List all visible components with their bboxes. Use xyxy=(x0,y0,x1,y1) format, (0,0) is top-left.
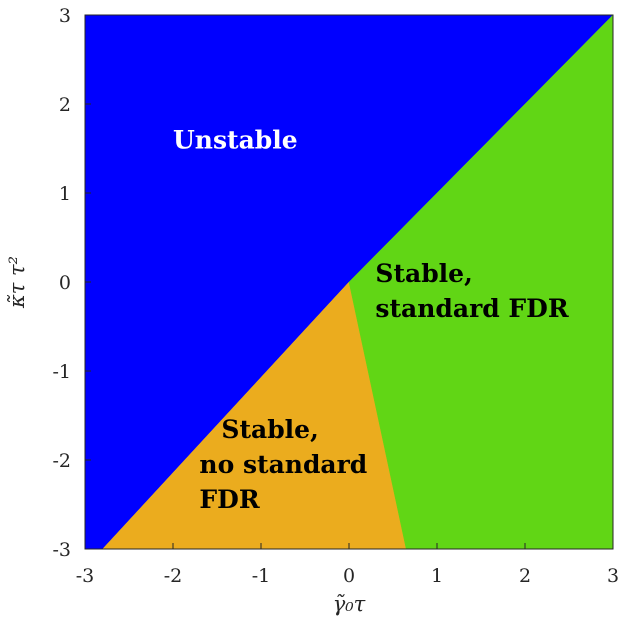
x-tick-label: -2 xyxy=(164,565,183,587)
region-label-stable-standard-fdr: Stable, standard FDR xyxy=(375,259,568,323)
y-tick-label: 3 xyxy=(59,5,71,27)
region-label-line: Stable, xyxy=(375,259,472,288)
x-axis-label: γ̃₀τ xyxy=(333,592,366,616)
x-tick-label: -3 xyxy=(76,565,95,587)
x-tick-label: 0 xyxy=(343,565,355,587)
x-tick-label: 2 xyxy=(519,565,531,587)
region-label-line: Unstable xyxy=(173,126,298,155)
region-label-unstable: Unstable xyxy=(173,126,298,155)
x-axis-ticks: -3 -2 -1 0 1 2 3 xyxy=(76,543,619,587)
x-tick-label: 3 xyxy=(607,565,619,587)
region-label-line: no standard xyxy=(199,450,367,479)
y-axis-ticks: -3 -2 -1 0 1 2 3 xyxy=(52,5,91,561)
y-axis-label: κ̃τ τ² xyxy=(5,256,29,309)
region-labels: Unstable Stable, no standard FDR Stable, stan… xyxy=(173,126,569,514)
region-label-line: standard FDR xyxy=(375,294,568,323)
region-layer xyxy=(84,14,614,550)
y-tick-label: -3 xyxy=(52,539,71,561)
x-tick-label: -1 xyxy=(252,565,271,587)
y-tick-label: -2 xyxy=(52,450,71,472)
y-tick-label: 1 xyxy=(59,183,71,205)
y-tick-label: 0 xyxy=(59,272,71,294)
x-tick-label: 1 xyxy=(431,565,443,587)
region-label-line: Stable, xyxy=(221,415,318,444)
region-label-stable-no-standard-fdr: Stable, no standard FDR xyxy=(199,415,367,514)
region-label-line: FDR xyxy=(199,485,259,514)
y-tick-label: 2 xyxy=(59,94,71,116)
y-tick-label: -1 xyxy=(52,361,71,383)
